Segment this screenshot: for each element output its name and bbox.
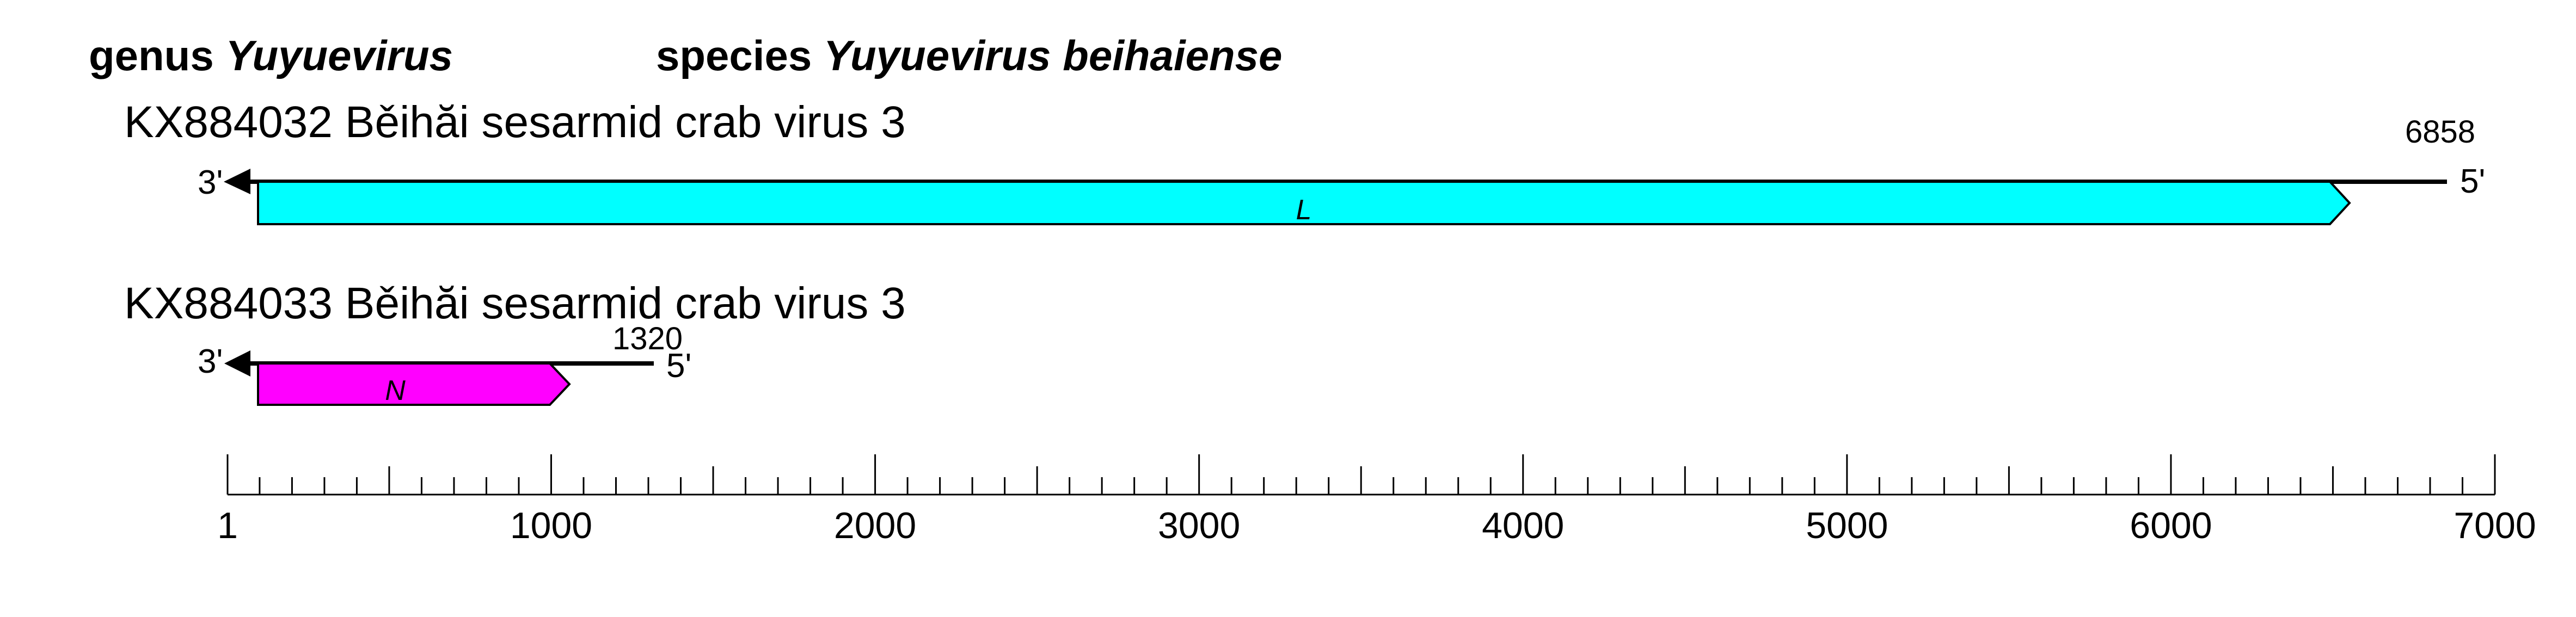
svg-text:3000: 3000 <box>1158 505 1240 546</box>
svg-text:2000: 2000 <box>834 505 916 546</box>
svg-text:6000: 6000 <box>2130 505 2212 546</box>
svg-text:7000: 7000 <box>2454 505 2536 546</box>
svg-text:5000: 5000 <box>1806 505 1888 546</box>
svg-text:4000: 4000 <box>1482 505 1564 546</box>
svg-text:1000: 1000 <box>510 505 592 546</box>
svg-text:1: 1 <box>217 505 238 546</box>
